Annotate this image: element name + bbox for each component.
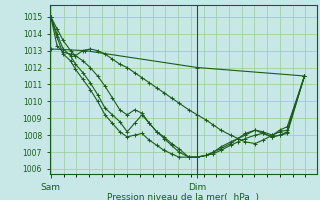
X-axis label: Pression niveau de la mer(  hPa  ): Pression niveau de la mer( hPa )	[107, 193, 259, 200]
